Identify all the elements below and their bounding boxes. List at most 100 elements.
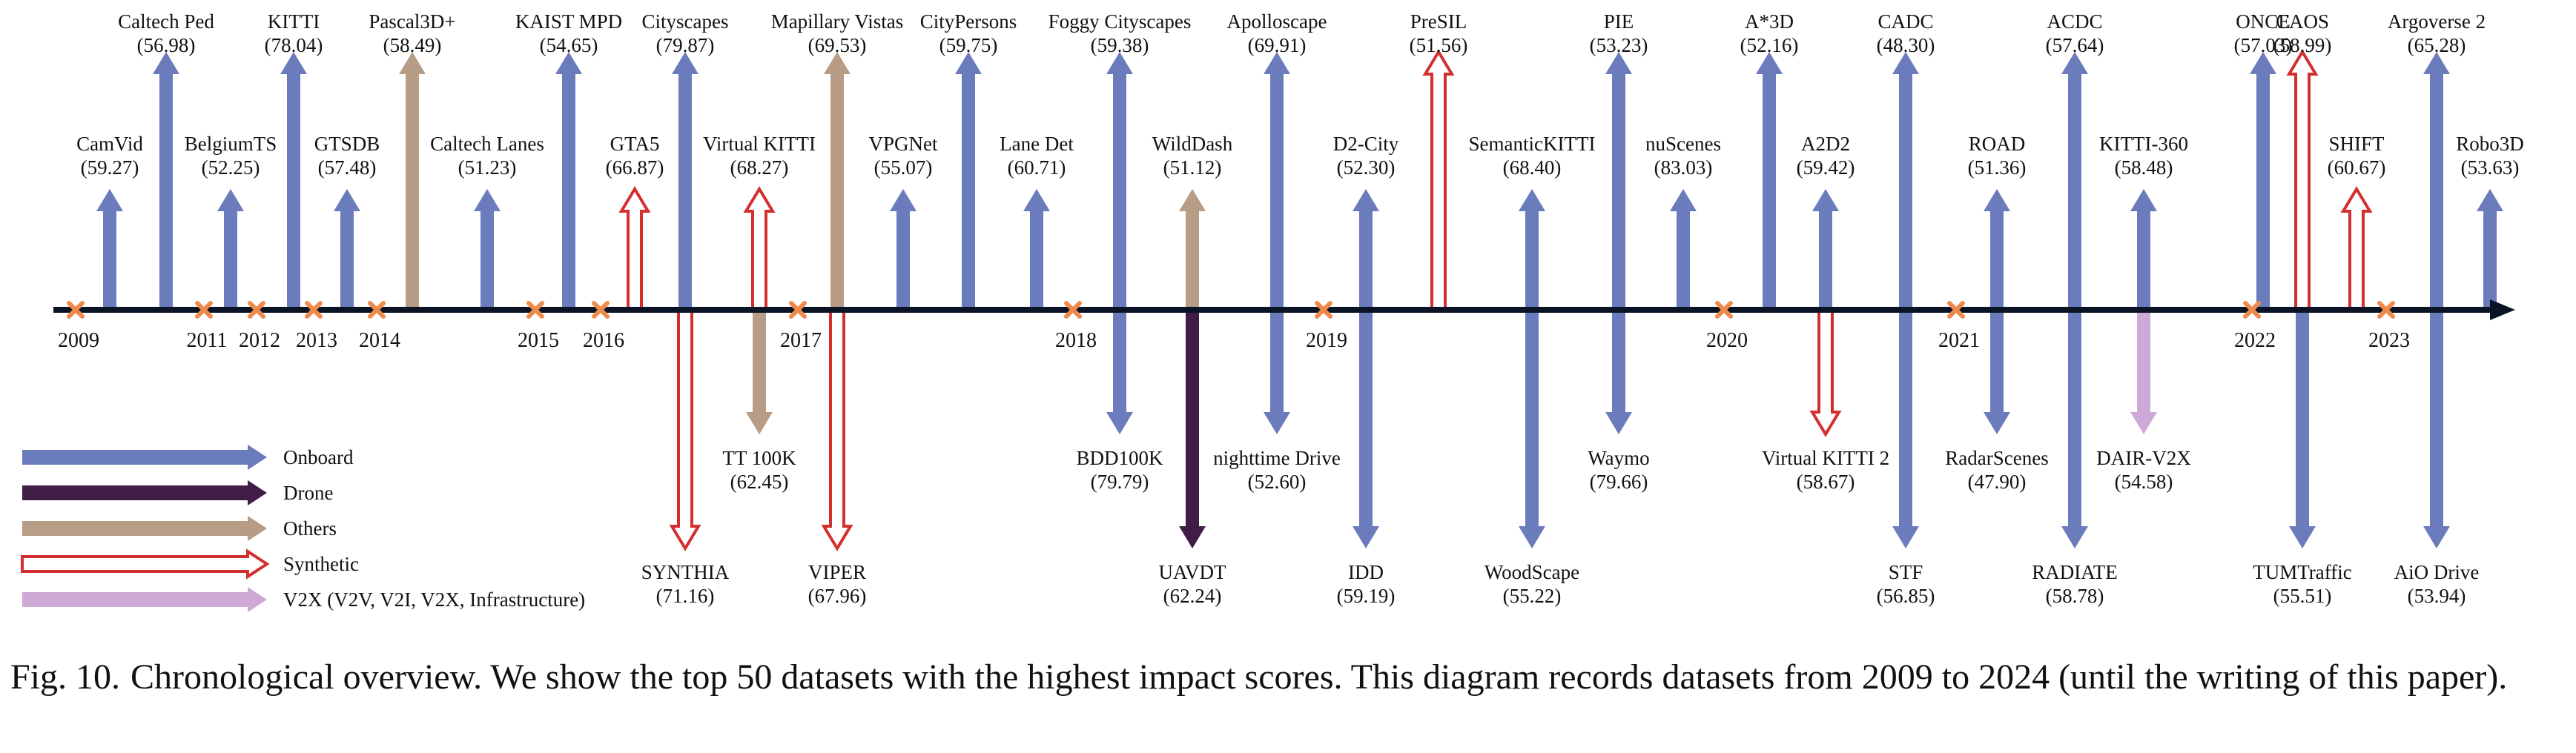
arrow-pascal3d (399, 52, 426, 310)
dataset-score: (71.16) (656, 585, 715, 607)
year-label-2022: 2022 (2234, 329, 2276, 352)
dataset-name: SHIFT (2328, 133, 2385, 155)
dataset-label-caltech-lanes: Caltech Lanes (51.23) (430, 133, 544, 179)
dataset-name: TT 100K (722, 447, 796, 469)
dataset-label-d2-city: D2-City (52.30) (1333, 133, 1399, 179)
legend-label-onboard: Onboard (283, 446, 354, 468)
dataset-score: (53.63) (2461, 156, 2520, 179)
dataset-label-once: ONCE (57.03) (2234, 10, 2293, 56)
dataset-label-shift: SHIFT (60.67) (2328, 133, 2386, 179)
dataset-label-stf: STF (56.85) (1877, 561, 1935, 607)
arrow-bdd100k (1106, 310, 1133, 434)
arrow-argoverse-2 (2423, 52, 2450, 310)
arrow-semantickitti (1519, 189, 1545, 310)
dataset-score: (79.87) (656, 34, 715, 56)
dataset-label-idd: IDD (59.19) (1337, 561, 1396, 607)
year-marker-2019 (1315, 301, 1332, 319)
year-label-2017: 2017 (780, 329, 822, 352)
arrow-caltech-lanes (474, 189, 501, 310)
chronology-diagram: 2009 2011 2012 2013 2014 2015 2016 2017 2018 2019… (21, 10, 2524, 612)
dataset-label-aio-drive: AiO Drive (53.94) (2394, 561, 2480, 607)
dataset-label-woodscape: WoodScape (55.22) (1484, 561, 1579, 607)
year-marker-2021 (1947, 301, 1965, 319)
arrow-viper (821, 308, 853, 551)
dataset-name: WildDash (1152, 133, 1233, 155)
dataset-name: Apolloscape (1227, 10, 1327, 33)
arrow-once (2250, 52, 2276, 310)
legend-arrow-v2x (22, 587, 267, 612)
year-label-2009: 2009 (58, 329, 99, 352)
dataset-name: Robo3D (2456, 133, 2524, 155)
dataset-label-apolloscape: Apolloscape (69.91) (1227, 10, 1327, 56)
year-marker-2023 (2377, 301, 2395, 319)
arrow-d2-city (1353, 189, 1379, 310)
dataset-name: CityPersons (920, 10, 1017, 33)
dataset-label-road: ROAD (51.36) (1968, 133, 2027, 179)
dataset-score: (68.40) (1503, 156, 1562, 179)
arrow-pie (1605, 52, 1632, 310)
arrow-idd (1353, 310, 1379, 548)
year-marker-2017 (789, 301, 807, 319)
dataset-score: (58.48) (2115, 156, 2173, 179)
dataset-name: RadarScenes (1945, 447, 2048, 469)
arrow-gtsdb (334, 189, 360, 310)
dataset-score: (59.27) (81, 156, 139, 179)
dataset-label-gtsdb: GTSDB (57.48) (314, 133, 380, 179)
year-marker-2009 (67, 301, 85, 319)
arrow-virtual-kitti (743, 186, 776, 311)
dataset-name: Pascal3D+ (369, 10, 455, 33)
year-marker-2011 (195, 301, 213, 319)
legend-label-synthetic: Synthetic (283, 553, 359, 575)
year-labels: 2009 2011 2012 2013 2014 2015 2016 2017 2018 2019… (58, 301, 2410, 352)
dataset-name: Argoverse 2 (2388, 10, 2486, 33)
year-label-2016: 2016 (583, 329, 624, 352)
dataset-name: ACDC (2047, 10, 2102, 33)
dataset-label-acdc: ACDC (57.64) (2046, 10, 2104, 56)
arrow-vpgnet (890, 189, 917, 310)
dataset-label-kitti-360: KITTI-360 (58.48) (2099, 133, 2188, 179)
dataset-label-semantickitti: SemanticKITTI (68.40) (1469, 133, 1596, 179)
dataset-score: (52.60) (1248, 471, 1307, 493)
dataset-label-belgiumts: BelgiumTS (52.25) (185, 133, 277, 179)
dataset-label-camvid: CamVid (59.27) (76, 133, 143, 179)
dataset-score: (79.79) (1091, 471, 1149, 493)
dataset-name: Caltech Ped (118, 10, 214, 33)
figure-caption: Fig. 10. Chronological overview. We show … (10, 656, 2561, 699)
dataset-name: PIE (1604, 10, 1634, 33)
dataset-score: (59.42) (1797, 156, 1855, 179)
dataset-score: (47.90) (1968, 471, 2027, 493)
year-label-2018: 2018 (1055, 329, 1097, 352)
dataset-name: TUMTraffic (2253, 561, 2352, 583)
dataset-label-mapillary-vistas: Mapillary Vistas (69.53) (771, 10, 904, 56)
dataset-label-dair-v2x: DAIR-V2X (54.58) (2096, 447, 2191, 493)
dataset-name: BDD100K (1076, 447, 1163, 469)
dataset-label-presil: PreSIL (51.56) (1410, 10, 1468, 56)
year-label-2013: 2013 (296, 329, 337, 352)
dataset-name: Waymo (1588, 447, 1649, 469)
dataset-name: CADC (1877, 10, 1933, 33)
dataset-score: (59.38) (1091, 34, 1149, 56)
dataset-name: Mapillary Vistas (771, 10, 904, 33)
timeline-arrowhead (2490, 299, 2515, 320)
dataset-score: (58.99) (2273, 34, 2332, 56)
dataset-label-pie: PIE (53.23) (1590, 10, 1648, 56)
dataset-label-caos: CAOS (58.99) (2273, 10, 2332, 56)
dataset-label-cadc: CADC (48.30) (1877, 10, 1935, 56)
dataset-name: DAIR-V2X (2096, 447, 2191, 469)
dataset-name: AiO Drive (2394, 561, 2480, 583)
dataset-label-tt-100k: TT 100K (62.45) (722, 447, 796, 493)
arrow-stf (1892, 310, 1919, 548)
dataset-score: (57.64) (2046, 34, 2104, 56)
dataset-score: (51.36) (1968, 156, 2027, 179)
year-label-2021: 2021 (1938, 329, 1980, 352)
arrow-cityscapes (672, 52, 699, 310)
dataset-score: (60.71) (1008, 156, 1066, 179)
dataset-name: D2-City (1333, 133, 1399, 155)
legend-arrow-onboard (22, 445, 267, 470)
dataset-score: (55.51) (2273, 585, 2332, 607)
dataset-score: (51.12) (1163, 156, 1222, 179)
dataset-label-synthia: SYNTHIA (71.16) (641, 561, 730, 607)
arrow-acdc (2061, 52, 2088, 310)
dataset-score: (52.25) (202, 156, 260, 179)
arrow-nighttime-drive (1264, 310, 1290, 434)
